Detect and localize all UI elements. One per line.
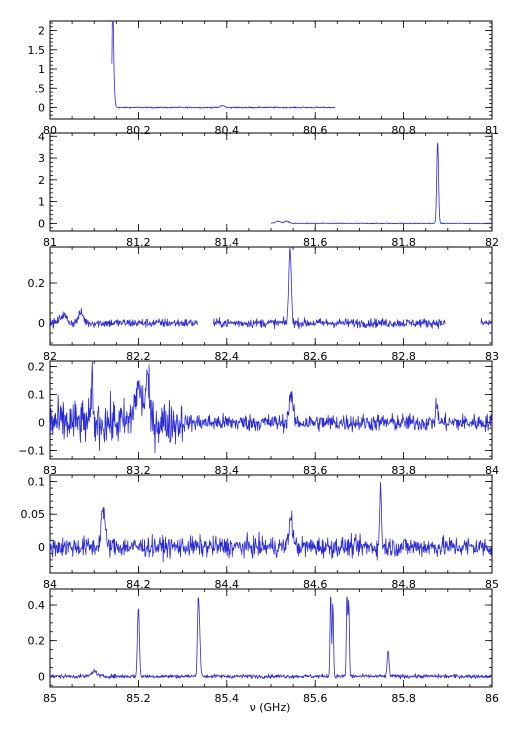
x-tick-label: 84 — [43, 578, 57, 591]
x-axis-title: ν (GHz) — [250, 701, 291, 714]
x-tick-label: 81.2 — [126, 236, 151, 249]
spectrum-panel-6: 85 85.2 85.4 85.6 85.8 86 0 0.2 0.4 — [28, 588, 499, 705]
x-tick-label: 80 — [43, 124, 57, 137]
spectrum-trace — [49, 360, 493, 454]
x-tick-label: 84.6 — [303, 578, 328, 591]
y-tick-label: 0.2 — [28, 361, 46, 374]
y-tick-label: 4 — [38, 130, 45, 143]
spectrum-panel-3: 82 82.2 82.4 82.6 82.8 83 0 0.2 — [28, 246, 499, 363]
x-tick-label: 85.2 — [126, 692, 151, 705]
x-tick-label: 82.8 — [391, 350, 416, 363]
y-tick-label: 1 — [38, 63, 45, 76]
spectrum-trace — [49, 481, 493, 563]
x-tick-label: 82 — [43, 350, 57, 363]
x-tick-label: 81 — [43, 236, 57, 249]
spectrum-trace — [270, 142, 493, 225]
x-tick-label: 80.6 — [303, 124, 328, 137]
y-tick-label: 3 — [38, 152, 45, 165]
panel-frame — [49, 360, 493, 460]
y-tick-label: 0 — [38, 101, 45, 114]
x-tick-label: 81.8 — [391, 236, 416, 249]
x-tick-label: 83.2 — [126, 464, 151, 477]
y-tick-label: 0 — [38, 317, 45, 330]
x-tick-label: 83.6 — [303, 464, 328, 477]
y-tick-label: 0.05 — [21, 508, 46, 521]
spectrum-trace — [49, 596, 493, 680]
x-tick-label: 85.6 — [303, 692, 328, 705]
x-tick-label: 85.4 — [215, 692, 240, 705]
x-tick-label: 83 — [485, 350, 499, 363]
y-tick-label: 0 — [38, 417, 45, 430]
spectrum-trace — [111, 20, 336, 109]
x-tick-label: 80.8 — [391, 124, 416, 137]
spectrum-panel-1: 80 80.2 80.4 80.6 80.8 81 0 .5 1 1.5 2 — [28, 20, 499, 137]
y-tick-label: 1.5 — [28, 44, 46, 57]
y-tick-label: 0 — [38, 217, 45, 230]
panel-frame — [49, 20, 493, 120]
spectrum-panel-5: 84 84.2 84.4 84.6 84.8 85 0 0.05 0.1 — [21, 474, 499, 591]
y-tick-label: 0 — [38, 541, 45, 554]
x-tick-label: 82.6 — [303, 350, 328, 363]
x-tick-label: 80.4 — [215, 124, 240, 137]
x-tick-label: 82.2 — [126, 350, 151, 363]
y-tick-label: 0.4 — [28, 599, 46, 612]
x-tick-label: 84.2 — [126, 578, 151, 591]
x-tick-label: 82.4 — [215, 350, 240, 363]
x-tick-label: 80.2 — [126, 124, 151, 137]
x-tick-label: 85.8 — [391, 692, 416, 705]
y-tick-label: 0 — [38, 670, 45, 683]
spectrum-trace — [49, 307, 199, 329]
spectrum-panel-4: 83 83.2 83.4 83.6 83.8 84 −0.1 0 0.1 0.2 — [18, 360, 499, 477]
x-tick-label: 85 — [43, 692, 57, 705]
y-tick-label: 0.1 — [28, 476, 46, 489]
panel-frame — [49, 132, 493, 232]
y-tick-label: 0.1 — [28, 389, 46, 402]
spectrum-trace — [480, 318, 493, 326]
panel-frame — [49, 474, 493, 574]
x-tick-label: 84.4 — [215, 578, 240, 591]
x-tick-label: 81.4 — [215, 236, 240, 249]
y-tick-label: .5 — [35, 82, 46, 95]
spectrum-panel-2: 81 81.2 81.4 81.6 81.8 82 0 1 2 3 4 — [38, 130, 499, 249]
x-tick-label: 83.4 — [215, 464, 240, 477]
x-tick-label: 86 — [485, 692, 499, 705]
y-tick-label: 0.2 — [28, 635, 46, 648]
x-tick-label: 81 — [485, 124, 499, 137]
x-tick-label: 82 — [485, 236, 499, 249]
x-tick-label: 83 — [43, 464, 57, 477]
y-tick-label: 0.2 — [28, 277, 46, 290]
x-tick-label: 84.8 — [391, 578, 416, 591]
x-tick-label: 83.8 — [391, 464, 416, 477]
x-tick-label: 84 — [485, 464, 499, 477]
y-tick-label: 2 — [38, 25, 45, 38]
spectrum-trace — [213, 246, 446, 330]
y-tick-label: −0.1 — [18, 445, 45, 458]
panel-frame — [49, 246, 493, 346]
x-tick-label: 85 — [485, 578, 499, 591]
y-tick-label: 2 — [38, 174, 45, 187]
x-tick-label: 81.6 — [303, 236, 328, 249]
y-tick-label: 1 — [38, 196, 45, 209]
panel-frame — [49, 588, 493, 688]
